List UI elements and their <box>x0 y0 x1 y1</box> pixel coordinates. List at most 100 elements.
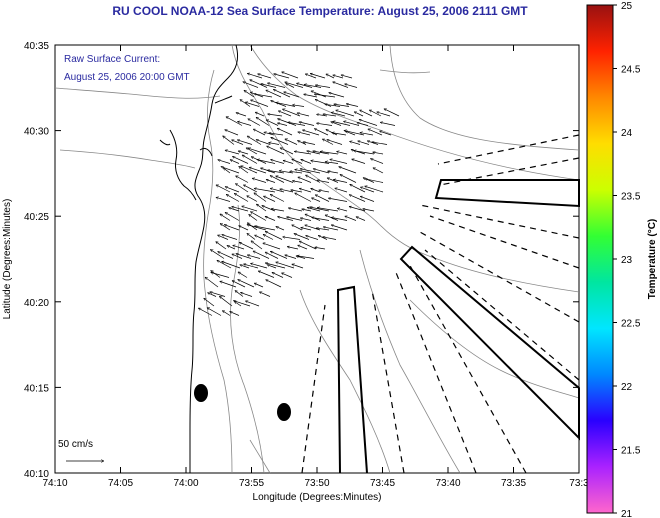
x-tick-label: 73:40 <box>435 478 460 489</box>
current-vector <box>265 230 283 240</box>
current-vector <box>283 92 300 98</box>
x-tick-label: 73:55 <box>239 478 264 489</box>
current-vector <box>266 90 282 98</box>
current-vector <box>346 104 359 107</box>
current-vector <box>315 99 332 107</box>
colorbar-tick-label: 25 <box>621 1 633 12</box>
current-vector <box>292 181 303 183</box>
current-vector <box>236 254 252 259</box>
current-vector <box>249 167 267 174</box>
current-vector <box>267 83 286 88</box>
current-vector <box>250 263 268 269</box>
current-vector <box>295 192 312 202</box>
current-vector <box>230 160 240 164</box>
current-vector <box>344 84 358 88</box>
chart-title: RU COOL NOAA-12 Sea Surface Temperature:… <box>112 4 528 18</box>
current-vector <box>217 259 232 269</box>
current-vector <box>277 128 293 136</box>
current-vector <box>259 292 271 297</box>
current-vector <box>253 250 270 259</box>
current-vector <box>323 227 339 231</box>
current-vector <box>220 213 231 221</box>
current-vector <box>373 167 384 174</box>
current-vector <box>267 114 283 117</box>
current-vector <box>372 142 388 145</box>
current-vector <box>331 217 348 221</box>
current-vector <box>283 160 294 164</box>
current-vector <box>356 217 366 221</box>
current-vector <box>349 141 361 145</box>
current-vector <box>278 111 292 117</box>
current-vector <box>297 256 315 259</box>
x-tick-label: 73:45 <box>370 478 395 489</box>
current-vector <box>242 154 258 164</box>
station-marker <box>277 403 291 421</box>
colorbar-tick-label: 24.5 <box>621 65 641 76</box>
beam-lines <box>301 134 580 474</box>
current-vector <box>270 188 285 193</box>
y-tick-label: 40:10 <box>24 469 49 480</box>
current-vector <box>292 264 304 269</box>
current-vector <box>258 271 275 278</box>
current-vector <box>299 122 315 126</box>
current-vector <box>332 133 347 136</box>
current-vector <box>210 292 226 297</box>
current-vector <box>250 80 268 88</box>
current-vector <box>263 243 281 250</box>
current-vector <box>325 162 339 164</box>
current-vector <box>300 169 321 174</box>
current-vector <box>297 113 310 117</box>
current-vector <box>243 264 259 269</box>
current-vector <box>256 204 267 212</box>
current-vector <box>282 237 301 240</box>
y-tick-label: 40:15 <box>24 383 49 394</box>
current-vector <box>225 130 239 136</box>
current-vector <box>227 245 236 250</box>
current-vector <box>288 208 303 212</box>
current-vector <box>311 217 330 221</box>
current-vector <box>360 187 375 193</box>
current-vector <box>225 150 240 155</box>
current-vector <box>335 188 348 193</box>
x-axis-label: Longitude (Degrees:Minutes) <box>253 492 382 503</box>
sector-polygon <box>399 245 580 441</box>
current-vector <box>323 237 337 240</box>
current-vector <box>276 226 285 231</box>
current-vector <box>239 225 249 231</box>
current-vector <box>276 262 295 269</box>
current-vector <box>277 217 294 221</box>
current-vector <box>265 251 279 259</box>
current-vector <box>281 72 299 79</box>
y-tick-label: 40:25 <box>24 212 49 223</box>
current-vector <box>234 193 249 202</box>
current-vector <box>239 241 254 250</box>
current-vector <box>299 188 312 193</box>
current-vector <box>226 116 243 126</box>
current-vector <box>302 209 312 212</box>
current-vector <box>221 261 241 269</box>
current-vector <box>271 209 285 212</box>
current-vector <box>272 271 284 278</box>
current-vector <box>243 82 259 88</box>
current-vector <box>270 251 288 259</box>
current-vector <box>235 290 244 297</box>
current-vector <box>316 228 330 231</box>
current-vector <box>219 296 233 307</box>
colorbar-tick-label: 24 <box>621 128 633 139</box>
current-vector <box>269 133 284 136</box>
current-vector <box>224 225 240 231</box>
survey-sectors <box>336 179 580 474</box>
current-vector <box>311 91 327 98</box>
current-timestamp: August 25, 2006 20:00 GMT <box>64 72 190 83</box>
current-vector <box>303 94 318 98</box>
current-vector <box>365 179 384 183</box>
current-vector <box>249 214 258 221</box>
current-vector <box>245 301 260 307</box>
current-vector <box>332 82 349 88</box>
current-vector <box>204 298 215 307</box>
current-vector <box>292 105 305 107</box>
current-vector <box>226 193 240 202</box>
current-vector <box>330 159 348 164</box>
current-vector <box>240 265 250 269</box>
colorbar-tick-label: 21.5 <box>621 446 641 457</box>
